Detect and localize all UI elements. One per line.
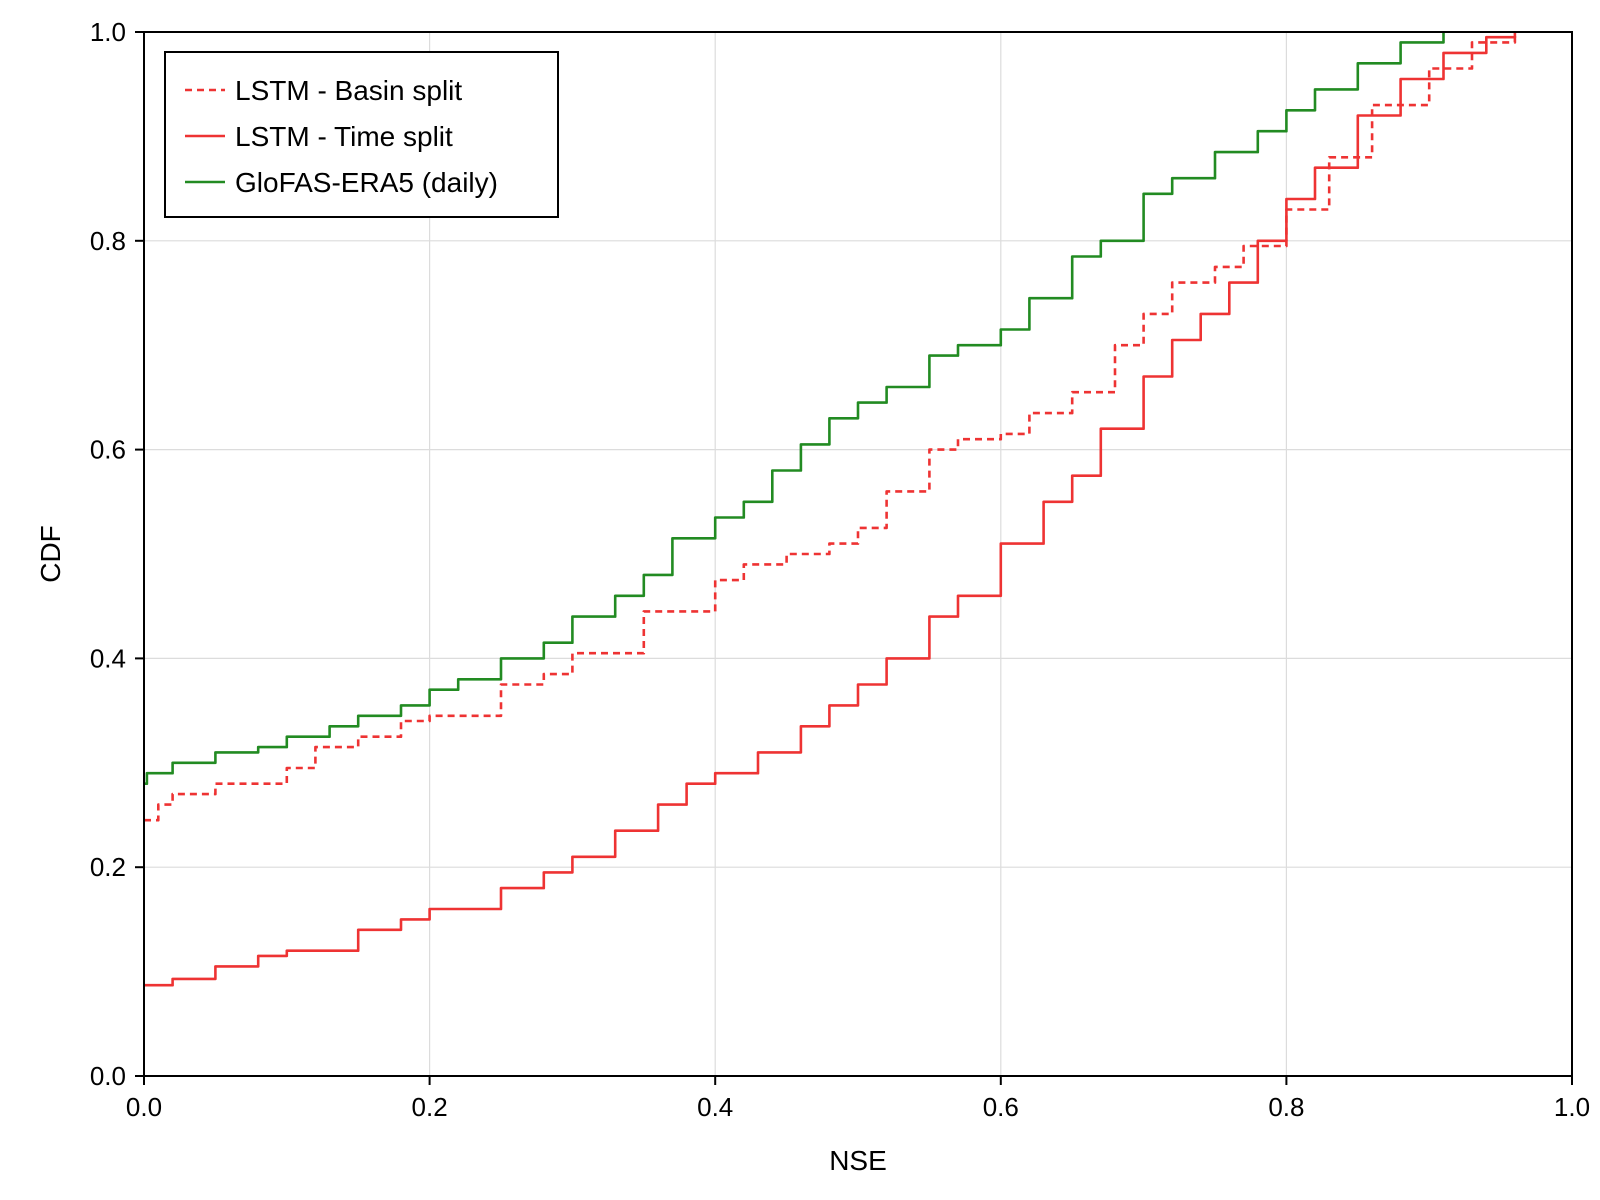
series-lines — [144, 32, 1517, 987]
x-axis-label: NSE — [829, 1145, 887, 1176]
gridlines — [143, 31, 1573, 1077]
legend-label: LSTM - Basin split — [235, 75, 462, 106]
series-line-2 — [144, 32, 1445, 785]
x-tick-label: 0.8 — [1268, 1092, 1304, 1122]
y-tick-label: 0.4 — [90, 643, 126, 673]
x-tick-label: 0.2 — [412, 1092, 448, 1122]
y-tick-label: 0.0 — [90, 1061, 126, 1091]
series-line-0 — [144, 32, 1517, 822]
legend-label: LSTM - Time split — [235, 121, 453, 152]
y-tick-label: 0.6 — [90, 435, 126, 465]
legend: LSTM - Basin split LSTM - Time split GloFA… — [164, 51, 559, 218]
legend-label: GloFAS-ERA5 (daily) — [235, 167, 498, 198]
tick-marks — [135, 31, 1573, 1085]
x-tick-label: 0.6 — [983, 1092, 1019, 1122]
y-tick-label: 1.0 — [90, 17, 126, 47]
y-tick-label: 0.8 — [90, 226, 126, 256]
x-tick-labels: 0.0 0.2 0.4 0.6 0.8 1.0 — [126, 1092, 1590, 1122]
y-tick-label: 0.2 — [90, 852, 126, 882]
legend-box — [164, 51, 559, 218]
y-axis-label: CDF — [35, 525, 66, 583]
x-tick-label: 0.0 — [126, 1092, 162, 1122]
y-tick-labels: 0.0 0.2 0.4 0.6 0.8 1.0 — [90, 17, 126, 1091]
plot-frame — [143, 31, 1573, 1077]
x-tick-label: 1.0 — [1554, 1092, 1590, 1122]
series-line-1 — [144, 32, 1517, 987]
x-tick-label: 0.4 — [697, 1092, 733, 1122]
